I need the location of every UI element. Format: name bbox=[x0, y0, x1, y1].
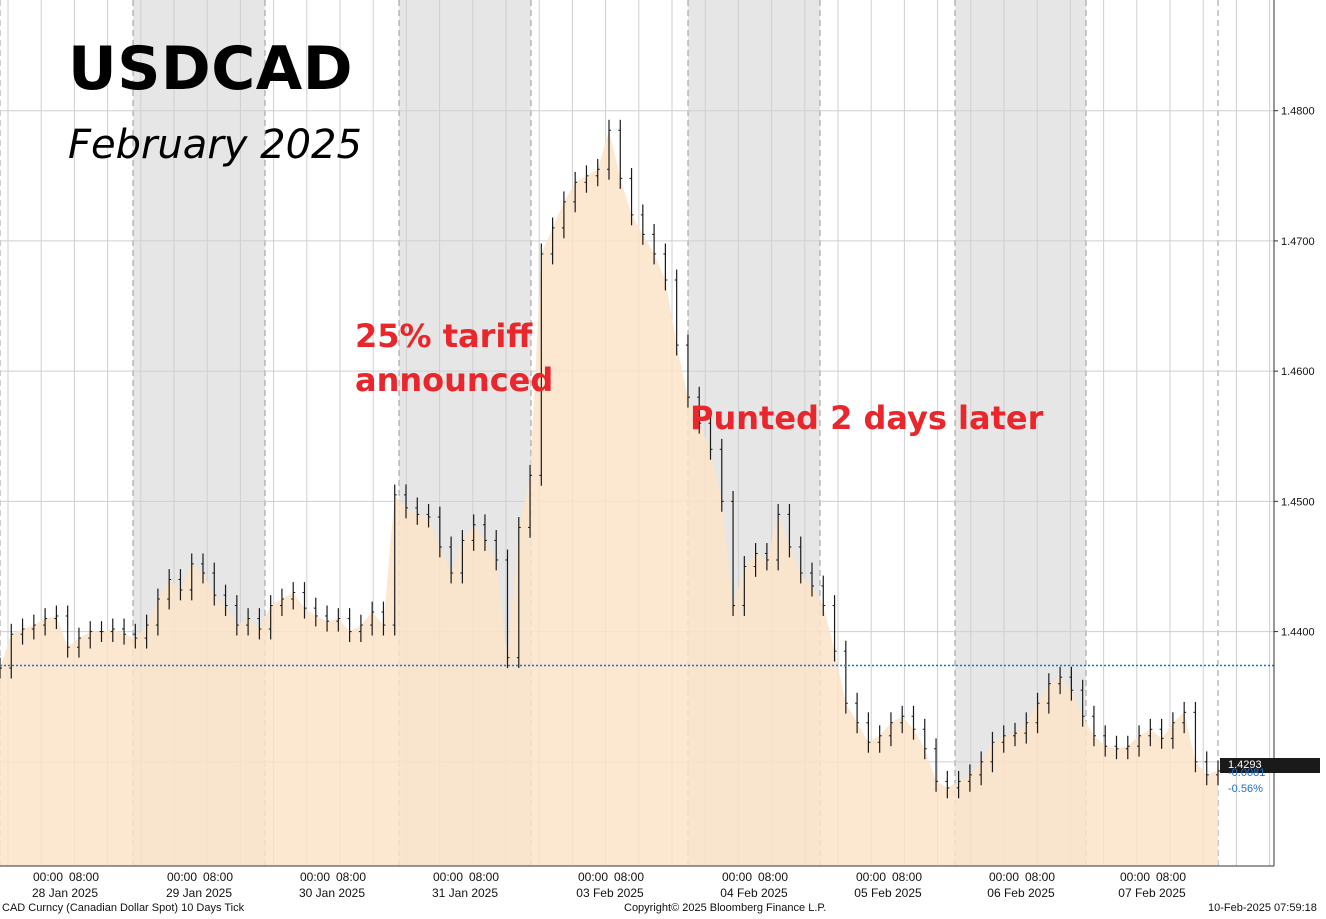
x-hour-label: 08:00 bbox=[892, 870, 922, 884]
x-hour-label: 08:00 bbox=[1156, 870, 1186, 884]
x-hour-label: 08:00 bbox=[614, 870, 644, 884]
chart-frame bbox=[0, 0, 1275, 867]
x-hour-label: 08:00 bbox=[758, 870, 788, 884]
last-price-badge: 1.4293 bbox=[1220, 758, 1320, 773]
x-day-label: 04 Feb 2025 bbox=[720, 886, 788, 900]
x-hour-label: 00:00 bbox=[989, 870, 1019, 884]
x-hour-label: 08:00 bbox=[336, 870, 366, 884]
annotation-punted: Punted 2 days later bbox=[690, 399, 1044, 437]
x-day-label: 28 Jan 2025 bbox=[32, 886, 98, 900]
x-axis: 28 Jan 2025 00:00 08:00 29 Jan 2025 00:00 08:… bbox=[32, 870, 1186, 900]
x-day-label: 05 Feb 2025 bbox=[854, 886, 922, 900]
price-area bbox=[0, 130, 1218, 866]
x-day-label: 29 Jan 2025 bbox=[166, 886, 232, 900]
x-hour-label: 00:00 bbox=[1120, 870, 1150, 884]
annotation-tariff: 25% tariff announced bbox=[355, 314, 553, 402]
x-hour-label: 00:00 bbox=[33, 870, 63, 884]
last-price-change-pct: -0.56% bbox=[1228, 783, 1263, 795]
y-tick-label: 1.4700 bbox=[1281, 236, 1315, 248]
chart-subtitle: February 2025 bbox=[68, 122, 362, 168]
footer-copyright: Copyright© 2025 Bloomberg Finance L.P. bbox=[624, 902, 827, 914]
x-day-label: 06 Feb 2025 bbox=[987, 886, 1055, 900]
y-tick-label: 1.4600 bbox=[1281, 366, 1315, 378]
x-hour-label: 08:00 bbox=[69, 870, 99, 884]
price-area-fill bbox=[0, 130, 1218, 866]
x-hour-label: 08:00 bbox=[203, 870, 233, 884]
x-day-label: 07 Feb 2025 bbox=[1118, 886, 1186, 900]
chart-title: USDCAD bbox=[68, 34, 354, 104]
x-hour-label: 08:00 bbox=[1025, 870, 1055, 884]
tick-bars bbox=[0, 119, 1220, 799]
last-price-change: -0.0081 bbox=[1228, 767, 1266, 779]
y-tick-label: 1.4800 bbox=[1281, 106, 1315, 118]
x-hour-label: 00:00 bbox=[167, 870, 197, 884]
annotation-tariff-line1: 25% tariff bbox=[355, 317, 533, 355]
y-tick-label: 1.4500 bbox=[1281, 496, 1315, 508]
x-hour-label: 00:00 bbox=[856, 870, 886, 884]
x-hour-label: 00:00 bbox=[722, 870, 752, 884]
footer-timestamp: 10-Feb-2025 07:59:18 bbox=[1208, 902, 1317, 914]
annotation-tariff-line2: announced bbox=[355, 361, 554, 399]
x-day-label: 31 Jan 2025 bbox=[432, 886, 498, 900]
x-day-label: 03 Feb 2025 bbox=[576, 886, 644, 900]
x-hour-label: 00:00 bbox=[300, 870, 330, 884]
weekend-shading bbox=[133, 0, 1086, 866]
x-day-label: 30 Jan 2025 bbox=[299, 886, 365, 900]
y-tick-label: 1.4400 bbox=[1281, 627, 1315, 639]
x-hour-label: 00:00 bbox=[433, 870, 463, 884]
x-hour-label: 08:00 bbox=[469, 870, 499, 884]
footer-source: CAD Curncy (Canadian Dollar Spot) 10 Day… bbox=[2, 902, 245, 914]
x-hour-label: 00:00 bbox=[578, 870, 608, 884]
